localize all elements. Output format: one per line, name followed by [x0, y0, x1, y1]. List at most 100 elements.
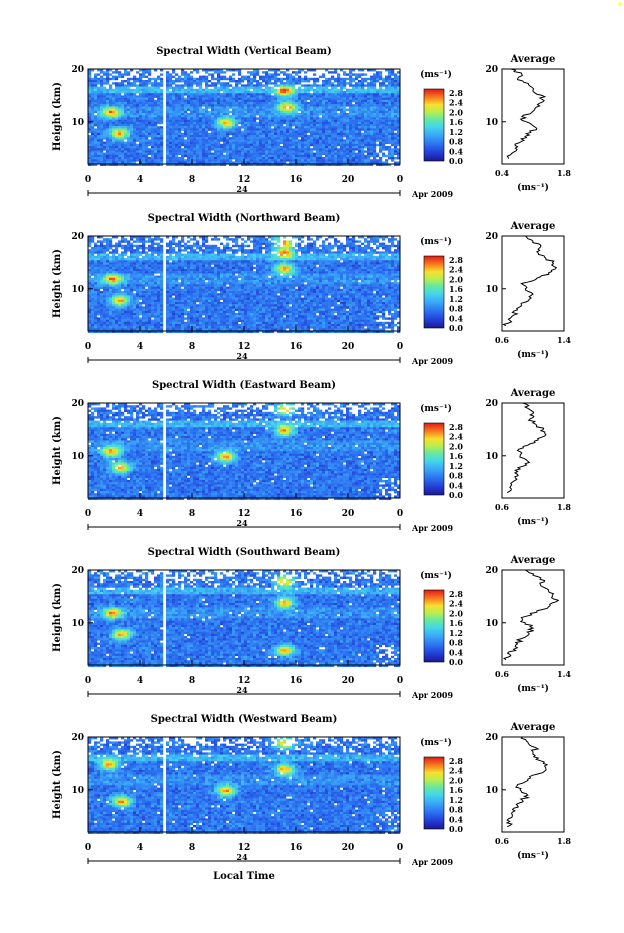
heatmap-cell: [208, 104, 211, 106]
heatmap-cell: [106, 80, 109, 82]
heatmap-cell: [229, 249, 232, 251]
heatmap-cell: [277, 157, 280, 159]
date-label: Apr 2009: [411, 189, 454, 199]
heatmap-cell: [253, 111, 256, 113]
heatmap-cell: [160, 78, 163, 80]
heatmap-cell: [358, 117, 361, 119]
heatmap-cell: [274, 78, 277, 80]
heatmap-cell: [223, 161, 226, 163]
heatmap-cell: [310, 128, 313, 130]
heatmap-cell: [244, 84, 247, 86]
heatmap-cell: [250, 161, 253, 163]
heatmap-cell: [379, 109, 382, 111]
heatmap-cell: [334, 78, 337, 80]
heatmap-cell: [361, 104, 364, 106]
heatmap-cell: [133, 89, 136, 91]
heatmap-cell: [286, 78, 289, 80]
heatmap-cell: [103, 80, 106, 82]
heatmap-cell: [103, 256, 106, 258]
heatmap-cell: [277, 78, 280, 80]
heatmap-cell: [187, 87, 190, 89]
heatmap-cell: [319, 122, 322, 124]
heatmap-cell: [301, 150, 304, 152]
heatmap-cell: [142, 109, 145, 111]
heatmap-cell: [241, 120, 244, 122]
heatmap-cell: [211, 146, 214, 148]
heatmap-cell: [211, 251, 214, 253]
heatmap-cell: [205, 124, 208, 126]
heatmap-cell: [172, 128, 175, 130]
heatmap-cell: [148, 102, 151, 104]
heatmap-cell: [385, 113, 388, 115]
heatmap-cell: [136, 247, 139, 249]
heatmap-cell: [370, 109, 373, 111]
heatmap-cell: [184, 133, 187, 135]
heatmap-cell: [292, 122, 295, 124]
heatmap-cell: [181, 153, 184, 155]
heatmap-cell: [259, 113, 262, 115]
heatmap-cell: [277, 104, 280, 106]
heatmap-cell: [376, 128, 379, 130]
heatmap-cell: [373, 124, 376, 126]
heatmap-cell: [355, 115, 358, 117]
heatmap-cell: [109, 89, 112, 91]
heatmap-cell: [97, 115, 100, 117]
heatmap-cell: [373, 122, 376, 124]
heatmap-cell: [259, 161, 262, 163]
heatmap-cell: [391, 155, 394, 157]
heatmap-cell: [97, 131, 100, 133]
heatmap-cell: [130, 243, 133, 245]
heatmap-cell: [91, 124, 94, 126]
heatmap-cell: [253, 122, 256, 124]
heatmap-cell: [391, 109, 394, 111]
heatmap-cell: [292, 93, 295, 95]
heatmap-cell: [280, 146, 283, 148]
heatmap-cell: [172, 240, 175, 242]
heatmap-cell: [283, 128, 286, 130]
heatmap-cell: [121, 146, 124, 148]
heatmap-cell: [352, 159, 355, 161]
heatmap-cell: [94, 82, 97, 84]
heatmap-cell: [238, 157, 241, 159]
heatmap-cell: [322, 80, 325, 82]
heatmap-cell: [337, 115, 340, 117]
heatmap-cell: [331, 113, 334, 115]
heatmap-cell: [217, 146, 220, 148]
heatmap-cell: [178, 104, 181, 106]
heatmap-cell: [199, 104, 202, 106]
heatmap-cell: [142, 238, 145, 240]
heatmap-cell: [325, 133, 328, 135]
heatmap-cell: [184, 142, 187, 144]
heatmap-cell: [100, 87, 103, 89]
heatmap-cell: [151, 102, 154, 104]
heatmap-cell: [340, 251, 343, 253]
heatmap-cell: [175, 122, 178, 124]
heatmap-cell: [247, 142, 250, 144]
heatmap-cell: [280, 91, 283, 93]
heatmap-cell: [220, 98, 223, 100]
heatmap-cell: [349, 98, 352, 100]
heatmap-cell: [100, 150, 103, 152]
heatmap-cell: [391, 256, 394, 258]
heatmap-cell: [376, 133, 379, 135]
heatmap-cell: [322, 95, 325, 97]
heatmap-cell: [259, 148, 262, 150]
heatmap-cell: [154, 80, 157, 82]
heatmap-cell: [340, 161, 343, 163]
heatmap-cell: [346, 124, 349, 126]
colorbar: [424, 89, 444, 161]
heatmap-cell: [217, 102, 220, 104]
heatmap-cell: [103, 161, 106, 163]
heatmap-cell: [313, 142, 316, 144]
heatmap-cell: [100, 128, 103, 130]
heatmap-cell: [217, 98, 220, 100]
heatmap-cell: [259, 245, 262, 247]
heatmap-cell: [199, 131, 202, 133]
heatmap-cell: [127, 150, 130, 152]
heatmap-cell: [388, 111, 391, 113]
heatmap-cell: [337, 73, 340, 75]
heatmap-cell: [106, 113, 109, 115]
heatmap-cell: [274, 153, 277, 155]
heatmap-cell: [157, 142, 160, 144]
heatmap-cell: [280, 124, 283, 126]
